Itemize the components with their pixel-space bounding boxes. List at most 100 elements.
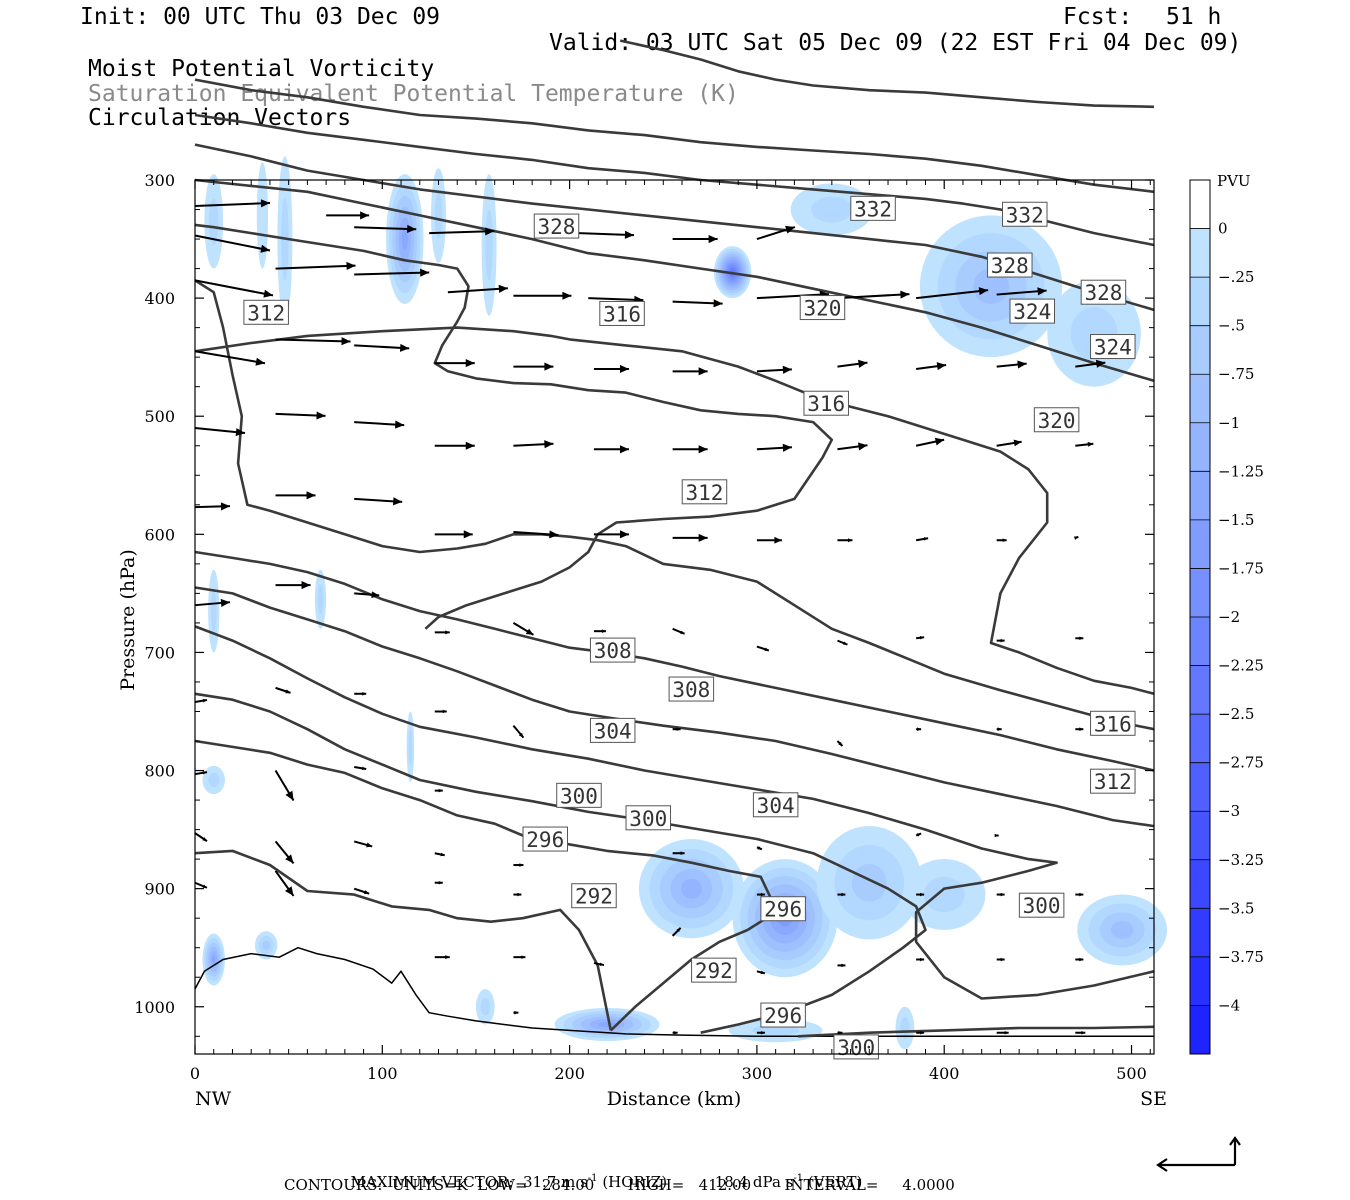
vector-arrow-14 [672,299,723,308]
vector-head [916,833,922,837]
vector-head [764,647,769,651]
vector-arrow-110 [513,1010,519,1015]
contour-label-312-14: 312 [1090,768,1136,794]
vector-head [371,591,380,599]
vector-arrow-33 [354,420,405,429]
contour-label-text: 300 [837,1036,875,1060]
vector-head [362,691,367,696]
pv-shade-12-1 [317,584,324,615]
colorbar-label: −1.25 [1218,462,1264,480]
vector-arrow-74 [916,727,922,732]
vector-head [562,291,572,300]
contour-label-text: 300 [629,807,667,831]
contour-label-296-23: 296 [522,826,569,852]
vector-arrow-22 [434,359,475,368]
vector-shaft [756,293,829,300]
vector-head [220,502,230,511]
contour-label-text: 316 [1094,712,1132,736]
vector-arrow-85 [513,863,524,867]
vector-arrow-19 [194,350,266,366]
colorbar-cell [1190,956,1210,1006]
vector-head [361,766,367,771]
contour-label-box [1033,407,1080,433]
y-tick-label: 600 [144,525,175,544]
contour-label-box [1018,892,1065,918]
vector-head [841,963,846,968]
contour-label-324-5: 324 [1009,298,1056,324]
vector-head [394,420,405,429]
contour-label-box [589,637,636,663]
axes: 300 400 500 600 700 800 900 1000 0 100 200 300 400 50… [134,171,1154,1083]
contour-label-308-16: 308 [668,676,715,702]
vector-head [1079,636,1084,641]
contour-labels: 328 332 332 328 328 324 324 320 320 316 316 316 312 3… [243,195,1136,1060]
vector-head [1000,957,1005,962]
contour-label-box [556,782,602,808]
vector-head [698,445,708,454]
vector-head [1037,287,1047,296]
vector-head [698,533,708,542]
vector-head [782,365,792,374]
vector-head [978,287,989,296]
contour-label-box [760,1002,806,1028]
vector-arrow-7 [194,234,271,253]
contour-label-text: 324 [1094,336,1132,360]
colorbar-label: −.5 [1218,317,1245,335]
contour-label-box [1002,201,1048,227]
contour-304-5 [194,586,1155,828]
contour-312-8 [194,223,834,630]
vector-head [465,441,475,450]
vector-shaft [275,264,356,270]
vector-head [1013,439,1022,447]
vector-arrow-112 [756,1030,765,1035]
vector-head [934,437,945,446]
contour-label-304-18: 304 [752,792,799,818]
colorbar-cell [1190,908,1210,957]
vector-arrow-57 [354,591,380,599]
vector-shaft [578,232,635,237]
pv-shade-3-1 [811,196,853,223]
contour-label-text: 292 [695,959,733,983]
vector-head [1073,536,1079,540]
plot-frame [194,179,1155,1055]
colorbar-cell [1190,325,1210,375]
vector-head [463,530,473,539]
vector-arrow-114 [916,1030,925,1035]
vector-head [619,445,629,454]
horiz-value: 31.7 m s [522,1173,588,1191]
vector-arrow-5 [672,235,718,244]
contour-label-300-20: 300 [625,805,672,831]
colorbar-label: −3.25 [1218,851,1264,869]
vector-head [517,892,522,897]
contour-308-6 [194,550,1155,772]
vector-arrow-80 [434,788,443,793]
vector-arrow-106 [837,963,846,968]
vector-head [1079,957,1084,962]
vector-arrow-38 [756,443,792,452]
end-label-nw: NW [195,1088,232,1110]
contour-label-text: 296 [764,898,802,922]
vector-head [997,727,1002,732]
colorbar-label: −2.75 [1218,754,1264,772]
contour-label-316-11: 316 [1090,710,1136,736]
vector-arrow-77 [194,770,208,776]
pv-shade-11-1 [210,590,217,632]
vector-arrow-1 [326,211,370,220]
contour-label-box [589,717,636,743]
colorbar-label: −.75 [1218,365,1254,383]
vector-shaft [429,230,495,235]
vector-head [465,359,475,368]
contour-label-text: 292 [575,885,613,909]
contour-label-box [987,252,1033,278]
contour-label-332-1: 332 [850,195,896,221]
pv-shade-19-3 [1110,921,1134,939]
vector-arrow-0 [194,199,271,208]
vector-arrow-41 [996,439,1022,447]
contour-332-14 [619,39,1155,109]
vector-head [673,1030,678,1035]
contour-label-320-8: 320 [1033,407,1080,433]
vector-head [920,1030,925,1035]
vector-arrow-81 [194,832,208,842]
max-vector-line: MAXIMUM VECTOR: 31.7 m s-1 (HORIZ) 18.4 … [341,1159,863,1191]
vector-arrow-51 [837,538,853,543]
